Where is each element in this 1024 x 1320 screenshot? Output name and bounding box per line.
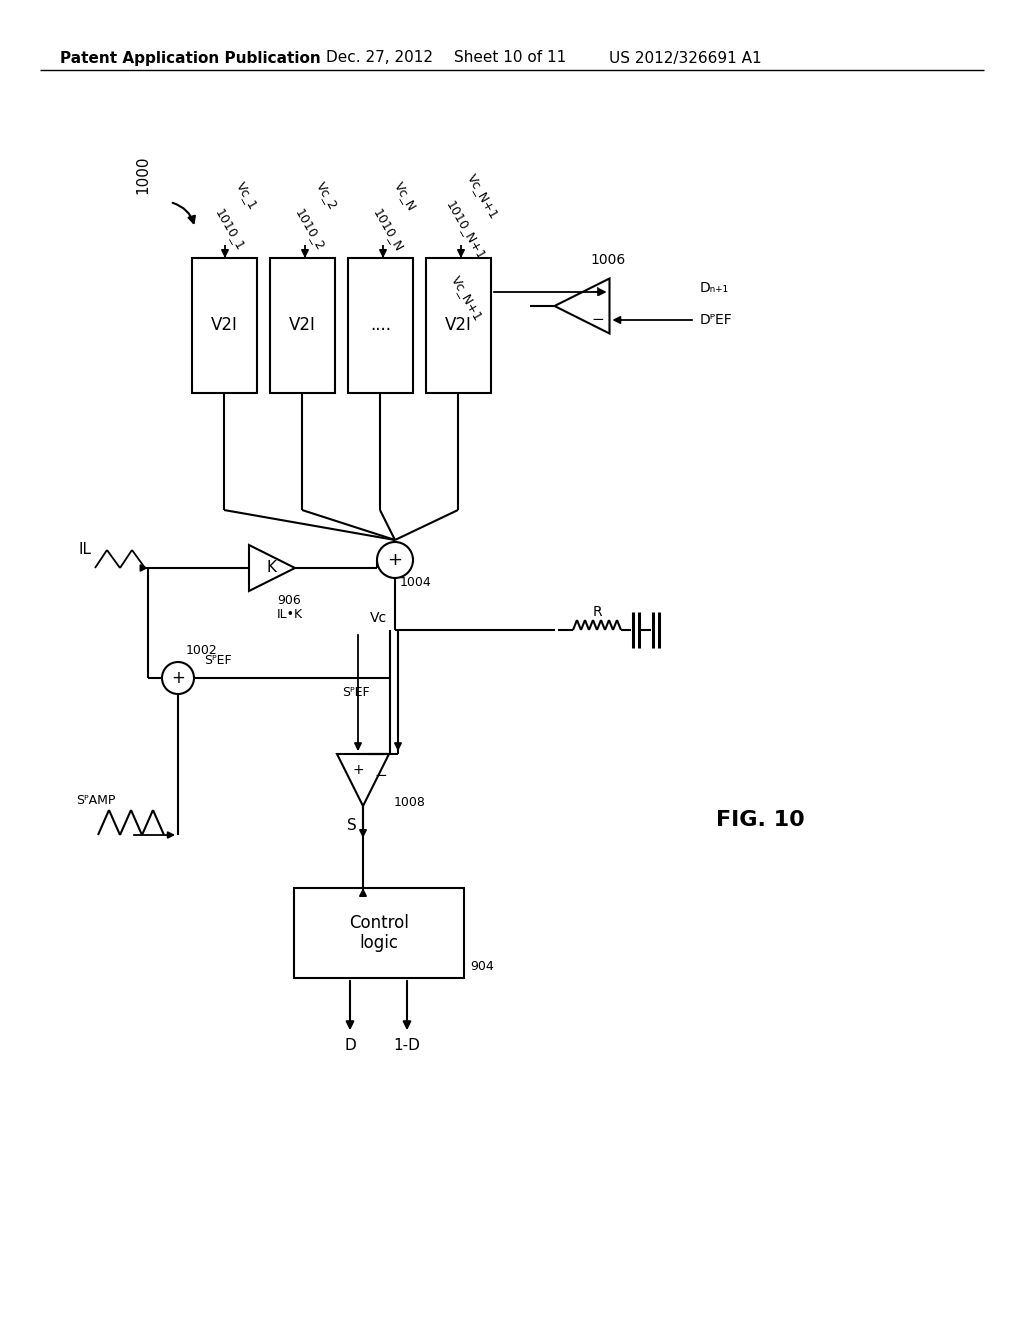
Text: FIG. 10: FIG. 10: [716, 810, 805, 830]
Bar: [426, 257, 490, 393]
Text: Vc_2: Vc_2: [314, 180, 340, 213]
Text: ....: ....: [370, 317, 391, 334]
Text: 1-D: 1-D: [393, 1039, 421, 1053]
Text: V2I: V2I: [445, 317, 472, 334]
Text: Vc_N: Vc_N: [391, 180, 419, 213]
Text: 1006: 1006: [590, 253, 626, 267]
Text: IL: IL: [78, 543, 91, 557]
Text: 1008: 1008: [394, 796, 426, 808]
Text: V2I: V2I: [211, 317, 238, 334]
Text: +: +: [592, 285, 603, 300]
Text: −: −: [375, 767, 387, 783]
Polygon shape: [249, 545, 295, 591]
Text: Vc_N+1: Vc_N+1: [449, 273, 485, 322]
Text: Dₙ₊₁: Dₙ₊₁: [700, 281, 729, 294]
Text: Dec. 27, 2012: Dec. 27, 2012: [327, 50, 433, 66]
Text: Sheet 10 of 11: Sheet 10 of 11: [454, 50, 566, 66]
Text: 1002: 1002: [186, 644, 218, 656]
Text: DᴾEF: DᴾEF: [700, 313, 733, 327]
Bar: [270, 257, 335, 393]
Text: Vc_1: Vc_1: [233, 180, 260, 213]
Text: −: −: [591, 313, 604, 327]
Text: S: S: [347, 818, 357, 833]
Text: K: K: [267, 561, 278, 576]
Polygon shape: [337, 754, 389, 807]
Bar: [294, 888, 464, 978]
Text: IL•K: IL•K: [278, 609, 303, 622]
Text: SᴾEF: SᴾEF: [342, 685, 370, 698]
Text: 904: 904: [470, 960, 494, 973]
Text: D: D: [344, 1039, 356, 1053]
FancyArrowPatch shape: [173, 203, 195, 223]
Text: 1010_2: 1010_2: [293, 207, 327, 253]
Text: R: R: [592, 605, 602, 619]
Text: SᴾEF: SᴾEF: [204, 653, 231, 667]
Text: V2I: V2I: [289, 317, 316, 334]
Text: US 2012/326691 A1: US 2012/326691 A1: [608, 50, 761, 66]
Circle shape: [377, 543, 413, 578]
Text: Control
logic: Control logic: [349, 913, 409, 953]
Circle shape: [162, 663, 194, 694]
Text: +: +: [387, 550, 402, 569]
Text: 1004: 1004: [400, 576, 432, 589]
Text: 1000: 1000: [135, 156, 151, 194]
Text: Vc_N+1: Vc_N+1: [465, 172, 501, 220]
Text: 1010_1: 1010_1: [213, 207, 247, 253]
Text: Patent Application Publication: Patent Application Publication: [59, 50, 321, 66]
Text: 1010_N: 1010_N: [371, 206, 406, 253]
Text: 1010_N+1: 1010_N+1: [443, 198, 488, 261]
Bar: [193, 257, 257, 393]
Text: Vc: Vc: [370, 611, 387, 624]
Text: +: +: [171, 669, 185, 686]
Text: SᴾAMP: SᴾAMP: [76, 793, 116, 807]
Text: +: +: [352, 763, 364, 777]
Text: 906: 906: [278, 594, 301, 607]
Polygon shape: [555, 279, 609, 334]
Bar: [348, 257, 413, 393]
